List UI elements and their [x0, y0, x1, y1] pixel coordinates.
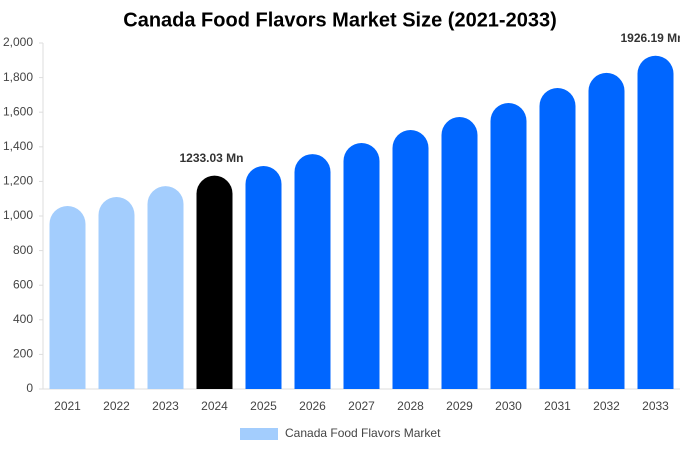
- x-tick-label: 2031: [544, 399, 571, 413]
- y-tick-label: 800: [13, 243, 33, 257]
- y-tick-label: 2,000: [3, 35, 33, 49]
- bar: [245, 166, 282, 389]
- x-tick-label: 2030: [495, 399, 522, 413]
- x-tick-label: 2033: [642, 399, 669, 413]
- x-tick-label: 2021: [54, 399, 81, 413]
- bar: [539, 87, 576, 389]
- y-tick-label: 1,600: [3, 104, 33, 118]
- bar: [343, 142, 380, 389]
- value-label: 1233.03 Mn: [179, 151, 243, 165]
- x-tick-label: 2032: [593, 399, 620, 413]
- y-tick-label: 600: [13, 277, 33, 291]
- x-tick-label: 2029: [446, 399, 473, 413]
- bar: [490, 103, 527, 389]
- y-tick-label: 1,200: [3, 174, 33, 188]
- y-tick-label: 1,400: [3, 139, 33, 153]
- x-tick-label: 2022: [103, 399, 130, 413]
- legend-swatch: [240, 428, 278, 440]
- bar: [588, 72, 625, 389]
- x-tick-label: 2025: [250, 399, 277, 413]
- bar: [196, 175, 233, 389]
- y-tick-label: 0: [26, 381, 33, 395]
- y-tick-label: 1,000: [3, 208, 33, 222]
- x-tick-label: 2027: [348, 399, 375, 413]
- x-tick-label: 2024: [201, 399, 228, 413]
- x-tick-label: 2026: [299, 399, 326, 413]
- x-tick-label: 2028: [397, 399, 424, 413]
- bar: [441, 117, 478, 389]
- bar: [98, 196, 135, 389]
- bar: [147, 186, 184, 389]
- y-tick-label: 1,800: [3, 70, 33, 84]
- bar: [637, 55, 674, 389]
- legend-label: Canada Food Flavors Market: [285, 426, 441, 440]
- y-tick-label: 200: [13, 347, 33, 361]
- y-tick-label: 400: [13, 312, 33, 326]
- chart-title: Canada Food Flavors Market Size (2021-20…: [123, 9, 557, 31]
- bar: [49, 205, 86, 389]
- bar: [294, 154, 331, 389]
- value-label: 1926.19 Mn: [620, 31, 680, 45]
- bar: [392, 130, 429, 389]
- x-tick-label: 2023: [152, 399, 179, 413]
